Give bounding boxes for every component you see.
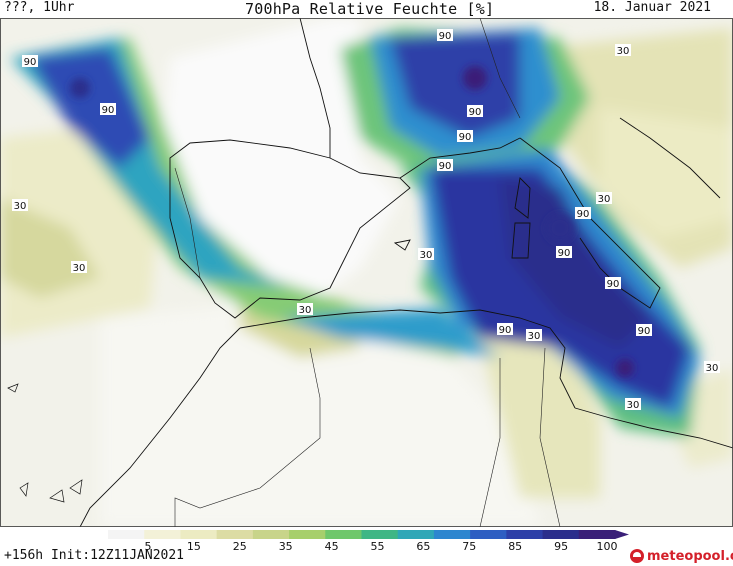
humidity-fill <box>0 18 733 527</box>
contour-label: 90 <box>437 29 453 42</box>
contour-label: 90 <box>457 130 473 143</box>
colorbar-tick-label: 75 <box>462 540 477 553</box>
colorbar-swatch <box>361 530 399 539</box>
svg-text:30: 30 <box>706 363 719 374</box>
colorbar-swatch <box>144 530 181 539</box>
svg-text:90: 90 <box>439 161 452 172</box>
svg-text:30: 30 <box>617 46 630 57</box>
colorbar-swatch <box>470 530 507 539</box>
colorbar-swatch <box>325 530 362 539</box>
svg-text:90: 90 <box>439 31 452 42</box>
islands <box>7 383 83 503</box>
svg-text:30: 30 <box>627 400 640 411</box>
colorbar-arrow <box>615 530 629 539</box>
colorbar-swatch <box>216 530 254 539</box>
colorbar-tick-label: 35 <box>278 540 293 553</box>
colorbar-swatch <box>433 530 471 539</box>
contour-label: 90 <box>100 103 116 116</box>
colorbar-tick-label: 85 <box>508 540 523 553</box>
forecast-time-label: ???, 1Uhr <box>4 0 75 15</box>
colorbar-tick-label: 5 <box>144 540 152 553</box>
init-time-label: +156h Init:12Z11JAN2021 <box>4 548 185 563</box>
contour-label: 90 <box>605 277 621 290</box>
colorbar-swatch <box>289 530 326 539</box>
contour-label: 30 <box>615 44 631 57</box>
forecast-date: 18. Januar 2021 <box>593 0 711 15</box>
humidity-peaks <box>70 66 634 377</box>
colorbar-swatch <box>108 530 145 539</box>
colorbar-tick-label: 15 <box>186 540 201 553</box>
contour-label: 30 <box>418 248 434 261</box>
colorbar <box>108 530 629 539</box>
svg-text:30: 30 <box>420 250 433 261</box>
contour-label: 90 <box>556 246 572 259</box>
svg-text:90: 90 <box>459 132 472 143</box>
header-bar: ???, 1Uhr 700hPa Relative Feuchte [%] 18… <box>0 0 733 18</box>
svg-text:90: 90 <box>638 326 651 337</box>
contour-label: 30 <box>71 261 87 274</box>
humidity-map: 90 90 90 90 90 90 90 90 90 90 90 30 30 3… <box>0 18 733 527</box>
contour-label: 30 <box>596 192 612 205</box>
contour-label: 90 <box>437 159 453 172</box>
contour-label: 30 <box>704 361 720 374</box>
colorbar-tick-label: 65 <box>416 540 431 553</box>
svg-text:90: 90 <box>577 209 590 220</box>
svg-text:30: 30 <box>73 263 86 274</box>
svg-text:90: 90 <box>469 107 482 118</box>
colorbar-tick-label: 45 <box>324 540 339 553</box>
svg-text:90: 90 <box>102 105 115 116</box>
svg-text:30: 30 <box>528 331 541 342</box>
map-title: 700hPa Relative Feuchte [%] <box>245 0 495 18</box>
contour-label: 90 <box>467 105 483 118</box>
svg-text:90: 90 <box>558 248 571 259</box>
coastlines <box>79 18 733 527</box>
svg-text:30: 30 <box>14 201 27 212</box>
borders <box>174 18 561 527</box>
contour-label: 30 <box>12 199 28 212</box>
svg-text:90: 90 <box>607 279 620 290</box>
contour-label: 90 <box>636 324 652 337</box>
logo-icon <box>630 549 644 563</box>
svg-text:90: 90 <box>499 325 512 336</box>
svg-text:30: 30 <box>299 305 312 316</box>
colorbar-swatch <box>542 530 580 539</box>
svg-text:30: 30 <box>598 194 611 205</box>
contour-labels: 90 90 90 90 90 90 90 90 90 90 90 30 30 3… <box>12 29 720 411</box>
meteopool-logo[interactable]: meteopool.org <box>630 547 733 565</box>
colorbar-swatch <box>578 530 616 539</box>
contour-label: 90 <box>22 55 38 68</box>
svg-text:90: 90 <box>24 57 37 68</box>
colorbar-tick-label: 95 <box>554 540 569 553</box>
contour-label: 90 <box>497 323 513 336</box>
contour-label: 30 <box>297 303 313 316</box>
colorbar-tick-label: 25 <box>232 540 247 553</box>
contour-label: 30 <box>526 329 542 342</box>
colorbar-swatch <box>506 530 544 539</box>
colorbar-tick-label: 55 <box>370 540 385 553</box>
colorbar-swatch <box>397 530 435 539</box>
contour-label: 90 <box>575 207 591 220</box>
colorbar-tick-label: 100 <box>596 540 618 553</box>
colorbar-swatch <box>180 530 218 539</box>
contour-label: 30 <box>625 398 641 411</box>
colorbar-swatch <box>252 530 290 539</box>
logo-text: meteopool.org <box>647 548 733 564</box>
